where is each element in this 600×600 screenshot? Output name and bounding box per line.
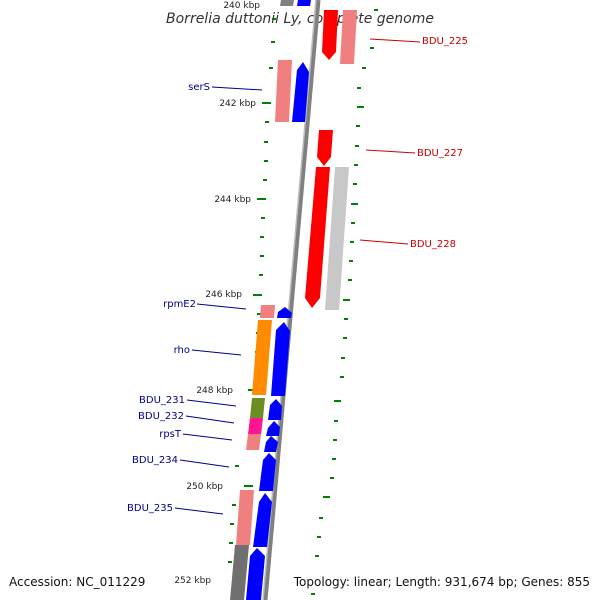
gene-BDU_231-row	[250, 398, 265, 418]
partial-feature-grey	[280, 0, 294, 6]
gene-BDU_227-arrow	[317, 130, 333, 166]
gene-label-rpsT[interactable]: rpsT	[159, 429, 182, 440]
reverse-strand-genes	[305, 10, 357, 310]
gene-label-rpmE2[interactable]: rpmE2	[163, 299, 196, 310]
leader-line	[369, 38, 421, 43]
scale-label: 242 kbp	[219, 99, 256, 109]
gene-label-BDU_228[interactable]: BDU_228	[410, 239, 456, 250]
leader-line	[174, 507, 224, 515]
gene-BDU_235-row	[236, 490, 254, 545]
right-leader-lines	[359, 38, 421, 245]
gene-bottom-row-grey	[230, 545, 249, 600]
accession-text: Accession: NC_011229	[9, 575, 145, 589]
left-leader-lines	[174, 86, 263, 515]
gene-rpsT-row	[246, 434, 261, 450]
leader-line	[191, 349, 242, 356]
scale-label: 250 kbp	[186, 482, 223, 492]
gene-BDU_235-arrow	[253, 493, 272, 547]
map-title: Borrelia duttonii Ly, complete genome	[166, 11, 434, 27]
scale-label: 248 kbp	[196, 386, 233, 396]
leader-line	[185, 415, 235, 424]
gene-rpsT-arrow	[264, 436, 278, 452]
leader-line	[365, 149, 416, 154]
gene-rho-arrow	[271, 322, 290, 396]
gene-label-BDU_225[interactable]: BDU_225	[422, 36, 468, 47]
scale-label: 252 kbp	[174, 576, 211, 586]
gene-BDU_232-row	[248, 418, 263, 434]
genome-backbone	[262, 0, 321, 600]
scale-labels: 240 kbp 242 kbp 244 kbp 246 kbp 248 kbp …	[174, 1, 260, 586]
leader-line	[359, 239, 409, 245]
gene-BDU_234-arrow	[259, 453, 276, 491]
gene-label-rho[interactable]: rho	[174, 345, 190, 356]
gene-label-BDU_232[interactable]: BDU_232	[138, 411, 184, 422]
gene-rpmE2-row	[260, 305, 275, 318]
gene-label-BDU_234[interactable]: BDU_234	[132, 455, 178, 466]
gene-BDU_225-row	[340, 10, 357, 64]
right-tick-track	[311, 9, 378, 595]
leader-line	[196, 303, 247, 310]
gene-serS-arrow	[292, 62, 309, 122]
gene-label-BDU_227[interactable]: BDU_227	[417, 148, 463, 159]
leader-line	[186, 399, 237, 407]
gene-label-BDU_231[interactable]: BDU_231	[139, 395, 185, 406]
topology-text: Topology: linear; Length: 931,674 bp; Ge…	[293, 575, 590, 589]
gene-bottom-arrow	[246, 548, 265, 600]
right-gene-labels: BDU_225 BDU_227 BDU_228	[410, 36, 468, 250]
gene-rpmE2-arrow	[277, 307, 292, 318]
gene-BDU_228-row	[325, 167, 349, 310]
scale-label: 240 kbp	[223, 1, 260, 11]
leader-line	[182, 433, 233, 441]
scale-label: 246 kbp	[205, 290, 242, 300]
genome-backbone-highlight	[262, 0, 317, 600]
leader-line	[211, 86, 263, 91]
scale-label: 244 kbp	[214, 195, 251, 205]
leader-line	[179, 459, 230, 468]
gene-label-serS[interactable]: serS	[188, 82, 210, 93]
gene-BDU_232-arrow	[266, 421, 280, 436]
forward-strand-genes	[230, 60, 309, 600]
gene-BDU_228-arrow	[305, 167, 330, 308]
gene-rho-row	[252, 320, 272, 395]
gene-BDU_231-arrow	[268, 399, 282, 420]
gene-label-BDU_235[interactable]: BDU_235	[127, 503, 173, 514]
gene-BDU_225-arrow	[322, 10, 338, 60]
partial-feature-blue	[297, 0, 311, 6]
gene-serS-row	[275, 60, 292, 122]
left-gene-labels: serS rpmE2 rho BDU_231 BDU_232 rpsT BDU_…	[127, 82, 210, 514]
